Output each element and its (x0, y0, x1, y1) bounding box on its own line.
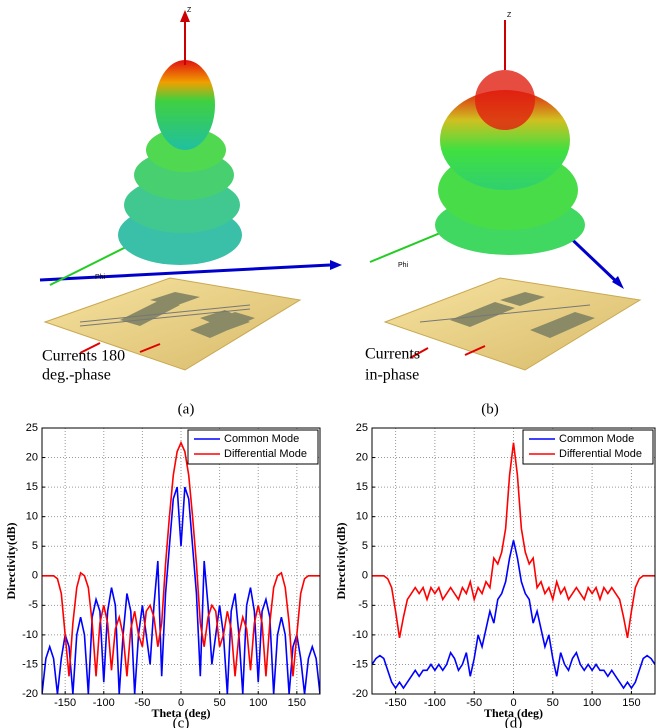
y-tick-label: 10 (26, 511, 38, 523)
y-axis-label: Directivity(dB) (4, 522, 18, 599)
y-axis-label: Directivity(dB) (334, 522, 348, 599)
y-tick-label: 5 (32, 540, 38, 552)
panel-label: (d) (505, 715, 523, 728)
axis-z-label: Z (187, 7, 192, 14)
panel-label: (b) (481, 401, 499, 417)
x-tick-label: 50 (213, 697, 225, 709)
legend-label: Common Mode (224, 433, 299, 445)
annotation: Currents 180 (42, 348, 125, 365)
x-tick-label: 100 (249, 697, 267, 709)
axis-phi-label: Phi (95, 274, 106, 281)
axis-phi-label: Phi (398, 262, 409, 269)
x-tick-label: -100 (93, 697, 115, 709)
figure-canvas: Z Phi Z Phi Currents 180 deg.-phase Curr… (0, 0, 658, 728)
legend-label: Differential Mode (559, 448, 642, 460)
x-tick-label: -50 (134, 697, 150, 709)
x-tick-label: -100 (424, 697, 446, 709)
y-tick-label: 10 (356, 511, 368, 523)
y-tick-label: 25 (26, 422, 38, 434)
y-tick-label: 0 (32, 570, 38, 582)
y-tick-label: -10 (22, 629, 38, 641)
y-tick-label: 20 (26, 451, 38, 463)
annotation: deg.-phase (42, 367, 111, 384)
figure: Z Phi Z Phi Currents 180 deg.-phase Curr… (0, 0, 658, 728)
y-tick-label: 25 (356, 422, 368, 434)
panel-label: (c) (173, 715, 190, 728)
y-tick-label: 15 (26, 481, 38, 493)
axis-z-label: Z (507, 12, 512, 19)
y-tick-label: 5 (362, 540, 368, 552)
legend-label: Common Mode (559, 433, 634, 445)
y-tick-label: 0 (362, 570, 368, 582)
annotation: Currents (365, 346, 420, 363)
y-tick-label: -15 (22, 658, 38, 670)
y-tick-label: 15 (356, 481, 368, 493)
panel-label: (a) (178, 401, 195, 417)
y-tick-label: -5 (28, 599, 38, 611)
x-tick-label: -50 (466, 697, 482, 709)
y-tick-label: 20 (356, 451, 368, 463)
annotation: in-phase (365, 367, 419, 384)
x-tick-label: 150 (622, 697, 640, 709)
y-tick-label: -20 (352, 688, 368, 700)
legend-label: Differential Mode (224, 448, 307, 460)
panel-a-render (40, 10, 342, 370)
panel-b-render (370, 20, 640, 370)
y-tick-label: -20 (22, 688, 38, 700)
x-tick-label: -150 (54, 697, 76, 709)
y-tick-label: -15 (352, 658, 368, 670)
y-tick-label: -5 (358, 599, 368, 611)
x-tick-label: 100 (583, 697, 601, 709)
y-tick-label: -10 (352, 629, 368, 641)
x-tick-label: 150 (288, 697, 306, 709)
x-tick-label: 50 (547, 697, 559, 709)
x-tick-label: -150 (385, 697, 407, 709)
